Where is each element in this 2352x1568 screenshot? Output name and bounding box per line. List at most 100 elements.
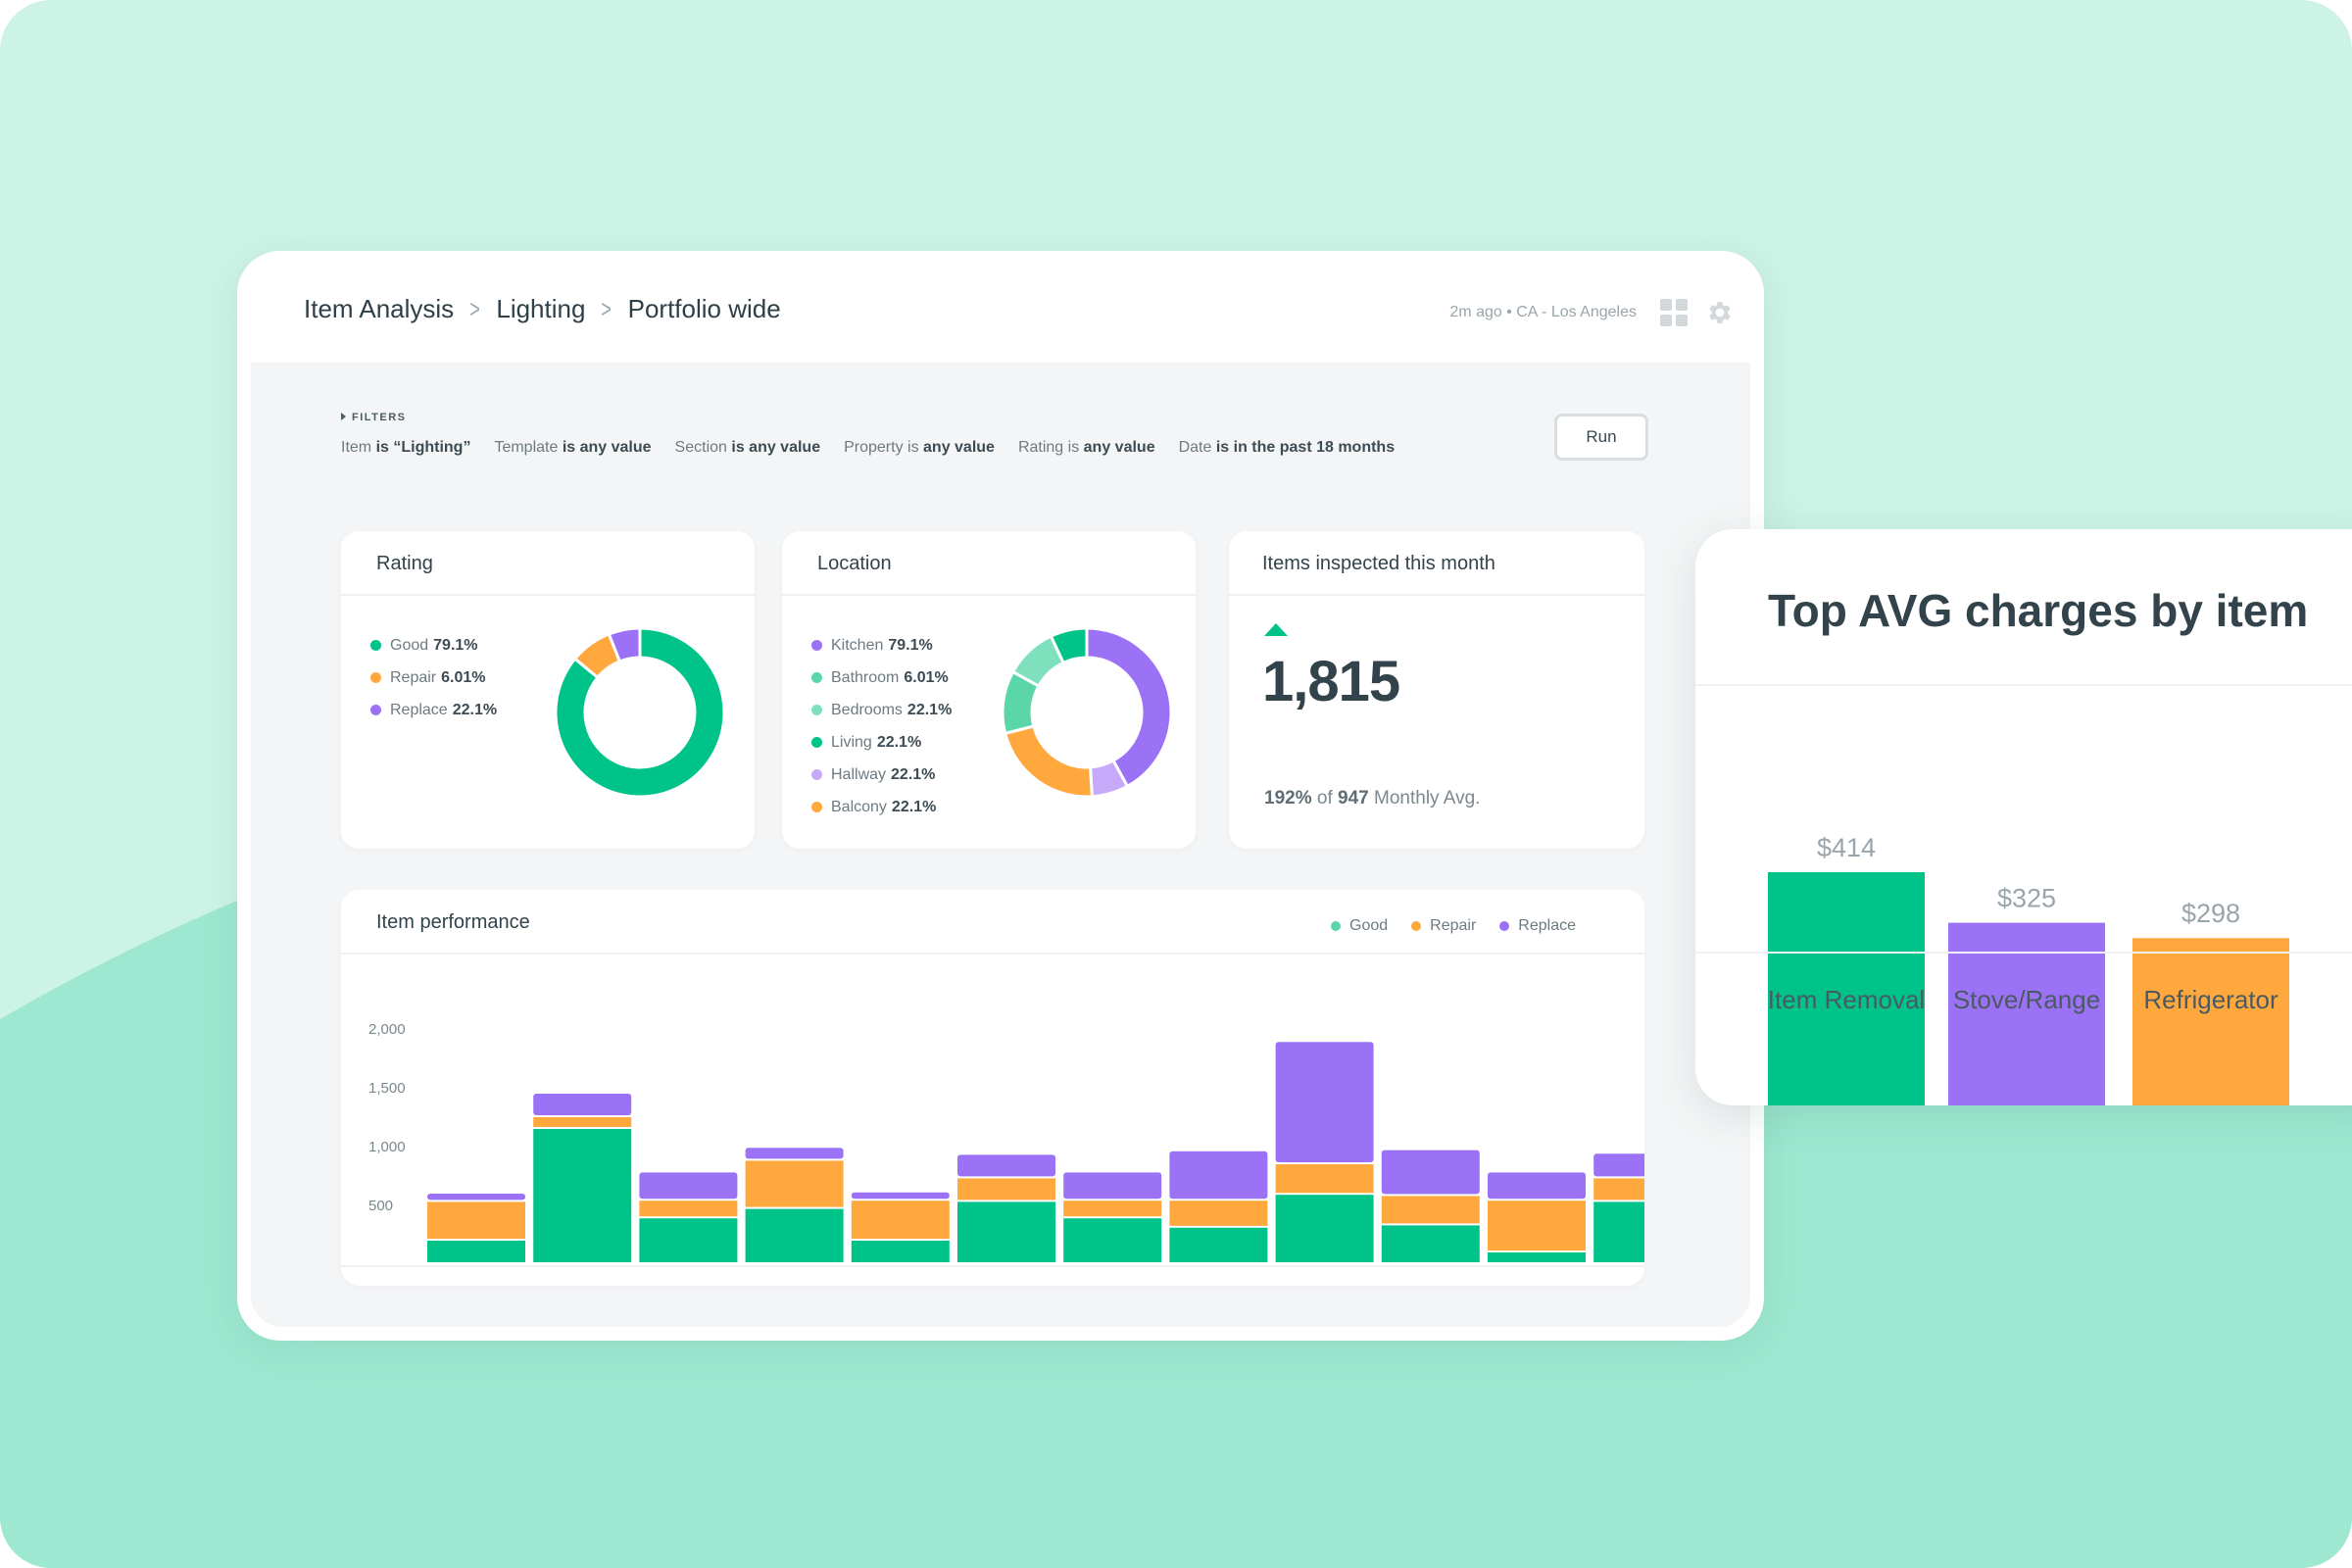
bar-segment-good[interactable] xyxy=(1488,1252,1586,1262)
bar-value-label: $325 xyxy=(1997,884,2056,913)
legend-item-replace: Replace xyxy=(1499,917,1576,935)
performance-bar-chart: 2,000 1,500 1,000 500 Mar Apr May Jun Jul Aug Sep O… xyxy=(341,1021,1644,1286)
legend-dot xyxy=(370,672,381,683)
filter-rating[interactable]: Rating is any value xyxy=(1018,439,1155,457)
bar-segment-replace[interactable] xyxy=(639,1172,738,1200)
legend-label: Good xyxy=(390,636,429,654)
donut-slice-good[interactable] xyxy=(554,626,726,799)
legend-value: 6.01% xyxy=(441,668,486,686)
filter-condition: any value xyxy=(1083,439,1155,456)
bar-segment-replace[interactable] xyxy=(533,1094,632,1115)
bar-segment-replace[interactable] xyxy=(427,1194,525,1200)
legend-value: 22.1% xyxy=(891,798,937,815)
bar-segment-good[interactable] xyxy=(639,1218,738,1262)
bar-segment-good[interactable] xyxy=(1063,1218,1162,1262)
donut-slice-replace[interactable] xyxy=(607,626,642,663)
bar-segment-good[interactable] xyxy=(851,1241,950,1262)
bar-segment-repair[interactable] xyxy=(533,1117,632,1127)
bar-segment-good[interactable] xyxy=(427,1241,525,1262)
bar-segment-repair[interactable] xyxy=(639,1200,738,1217)
filter-condition: is any value xyxy=(731,439,821,456)
legend-value: 22.1% xyxy=(452,701,498,718)
legend-dot xyxy=(811,802,822,812)
window-header: Item Analysis > Lighting > Portfolio wid… xyxy=(237,251,1764,363)
filter-row: Item is “Lighting” Template is any value… xyxy=(341,439,1418,457)
bar-segment-repair[interactable] xyxy=(1063,1200,1162,1217)
bar-segment-repair[interactable] xyxy=(851,1200,950,1239)
legend-label: Replace xyxy=(1518,917,1576,934)
bar-segment-good[interactable] xyxy=(745,1208,844,1262)
run-button[interactable]: Run xyxy=(1554,414,1648,461)
bar-segment-repair[interactable] xyxy=(957,1178,1055,1200)
bar-segment-repair[interactable] xyxy=(1275,1164,1374,1194)
bar-refrigerator[interactable] xyxy=(2132,938,2289,1105)
card-title: Top AVG charges by item xyxy=(1768,585,2309,636)
bar-segment-replace[interactable] xyxy=(1169,1151,1268,1200)
filter-field: Property is xyxy=(844,439,919,456)
bar-segment-replace[interactable] xyxy=(1488,1172,1586,1200)
legend-dot xyxy=(370,705,381,715)
caret-right-icon xyxy=(341,413,346,420)
filter-item[interactable]: Item is “Lighting” xyxy=(341,439,470,457)
category-label: Item Removal xyxy=(1768,985,1925,1014)
filter-field: Rating is xyxy=(1017,439,1080,456)
gear-icon[interactable] xyxy=(1705,298,1735,327)
donut-slice-balcony[interactable] xyxy=(1003,724,1094,799)
legend-item-balcony: Balcony 22.1% xyxy=(811,791,952,823)
bar-segment-replace[interactable] xyxy=(745,1148,844,1159)
breadcrumb: Item Analysis > Lighting > Portfolio wid… xyxy=(304,294,781,324)
legend-label: Replace xyxy=(390,701,448,718)
bar-segment-replace[interactable] xyxy=(1593,1153,1644,1177)
legend-item-repair: Repair xyxy=(1411,917,1476,935)
filter-template[interactable]: Template is any value xyxy=(494,439,651,457)
bar-segment-good[interactable] xyxy=(1593,1201,1644,1262)
bar-item-removal[interactable] xyxy=(1768,872,1925,1105)
bar-segment-repair[interactable] xyxy=(427,1201,525,1239)
filter-section[interactable]: Section is any value xyxy=(675,439,821,457)
bar-segment-good[interactable] xyxy=(533,1129,632,1262)
bar-segment-replace[interactable] xyxy=(957,1154,1055,1177)
donut-slice-kitchen[interactable] xyxy=(1085,626,1173,789)
x-tick-label: Oct xyxy=(1208,1283,1230,1286)
bar-segment-good[interactable] xyxy=(1275,1195,1374,1262)
bar-segment-repair[interactable] xyxy=(1381,1196,1480,1224)
legend-dot xyxy=(811,769,822,780)
category-label: Stove/Range xyxy=(1953,985,2100,1014)
bar-segment-repair[interactable] xyxy=(1488,1200,1586,1250)
trend-up-icon xyxy=(1264,623,1288,636)
kpi-comparison: 192% of 947 Monthly Avg. xyxy=(1264,788,1480,809)
grid-icon[interactable] xyxy=(1660,299,1688,326)
divider xyxy=(782,594,1196,596)
bar-segment-replace[interactable] xyxy=(1381,1150,1480,1195)
filter-property[interactable]: Property is any value xyxy=(844,439,995,457)
x-tick-label: Aug xyxy=(995,1283,1019,1286)
bar-segment-good[interactable] xyxy=(957,1201,1055,1262)
filter-date[interactable]: Date is in the past 18 months xyxy=(1179,439,1396,457)
legend-value: 6.01% xyxy=(904,668,949,686)
bar-segment-repair[interactable] xyxy=(745,1160,844,1207)
legend-item-repair: Repair 6.01% xyxy=(370,662,497,694)
bar-segment-replace[interactable] xyxy=(851,1192,950,1200)
bar-segment-repair[interactable] xyxy=(1169,1200,1268,1226)
bar-segment-good[interactable] xyxy=(1169,1227,1268,1262)
kpi-of: of xyxy=(1316,788,1333,808)
avg-charges-bar-chart: $414 Item Removal $325 Stove/Range $298 Refri… xyxy=(1695,833,2352,1105)
legend-value: 22.1% xyxy=(891,765,936,783)
location-donut-chart xyxy=(1001,626,1173,799)
header-actions: 2m ago • CA - Los Angeles xyxy=(1449,298,1735,327)
donut-slice-living[interactable] xyxy=(1049,626,1089,665)
filter-condition: is any value xyxy=(562,439,652,456)
bar-segment-replace[interactable] xyxy=(1275,1042,1374,1162)
breadcrumb-item-analysis[interactable]: Item Analysis xyxy=(304,294,455,323)
bar-segment-replace[interactable] xyxy=(1063,1172,1162,1200)
analysis-window: Item Analysis > Lighting > Portfolio wid… xyxy=(237,251,1764,1341)
breadcrumb-portfolio[interactable]: Portfolio wide xyxy=(627,294,781,323)
breadcrumb-lighting[interactable]: Lighting xyxy=(496,294,586,323)
kpi-average-label: Monthly Avg. xyxy=(1374,788,1481,808)
bar-segment-good[interactable] xyxy=(1381,1225,1480,1262)
filter-field: Section xyxy=(674,439,727,456)
legend-item-good: Good xyxy=(1331,917,1388,935)
bar-segment-repair[interactable] xyxy=(1593,1178,1644,1200)
location-legend: Kitchen 79.1% Bathroom 6.01% Bedrooms 22.1%… xyxy=(811,629,952,823)
filters-toggle[interactable]: FILTERS xyxy=(341,412,407,423)
